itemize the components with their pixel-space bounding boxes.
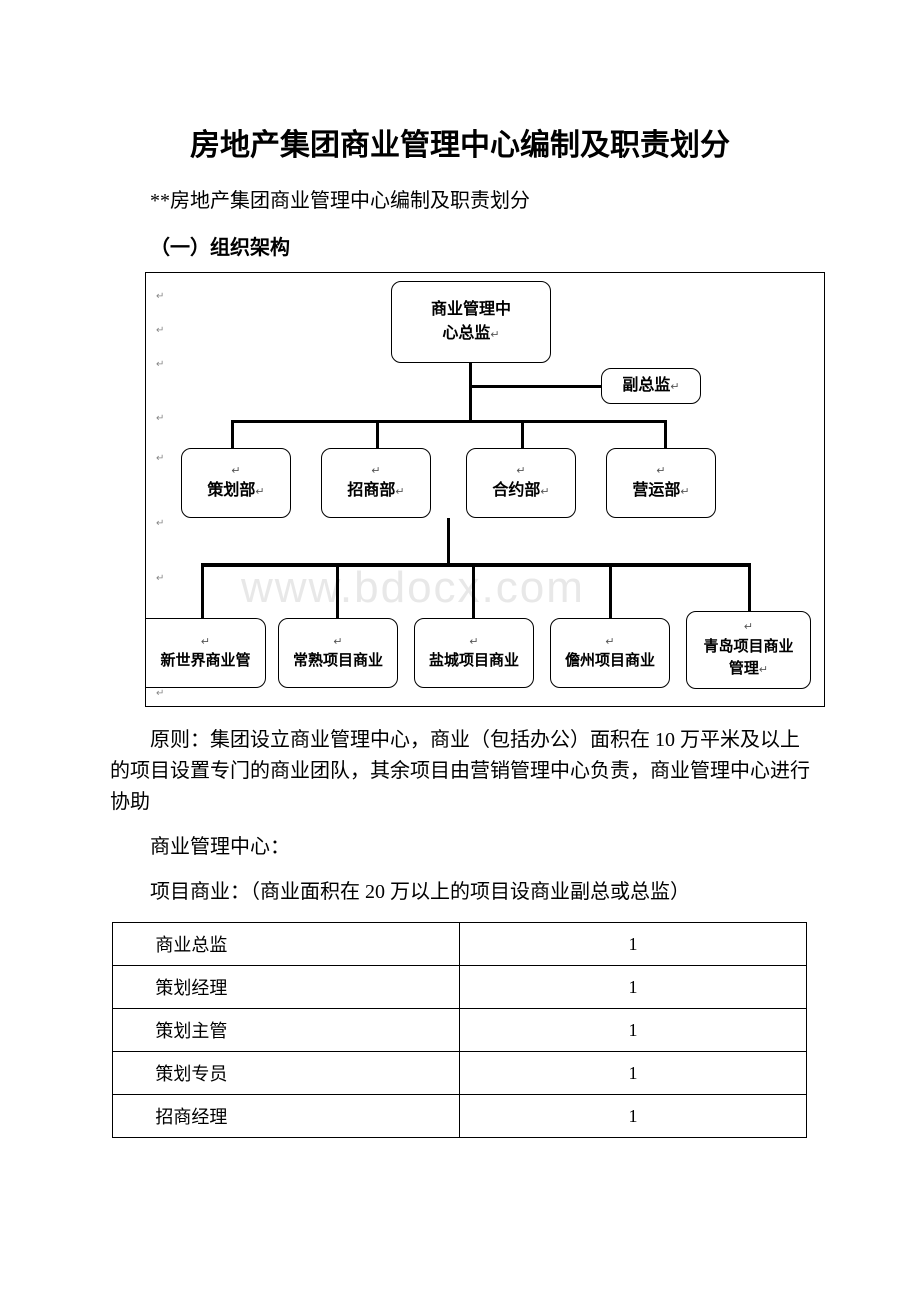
node-project-xinshijie: ↵ 新世界商业管 — [146, 618, 266, 688]
return-mark-icon: ↵ — [156, 291, 164, 302]
return-mark-icon: ↵ — [156, 325, 164, 336]
return-mark-icon: ↵ — [156, 453, 164, 464]
table-cell-count: 1 — [460, 1009, 807, 1052]
return-mark-icon: ↵ — [156, 518, 164, 529]
node-dept-operations: ↵ 营运部↵ — [606, 448, 716, 518]
node-label: 青岛项目商业 — [703, 638, 793, 655]
connector-line — [336, 563, 339, 618]
connector-line — [447, 518, 450, 563]
table-row: 策划主管 1 — [113, 1009, 807, 1052]
connector-line — [201, 563, 751, 567]
connector-line — [469, 393, 472, 422]
return-mark-icon: ↵ — [156, 573, 164, 584]
table-cell-count: 1 — [460, 1052, 807, 1095]
document-page: 房地产集团商业管理中心编制及职责划分 **房地产集团商业管理中心编制及职责划分 … — [0, 0, 920, 1198]
connector-line — [609, 563, 612, 618]
table-cell-role: 策划主管 — [113, 1009, 460, 1052]
node-director: 商业管理中 心总监↵ — [391, 281, 551, 363]
connector-line — [469, 363, 472, 393]
staff-table: 商业总监 1 策划经理 1 策划主管 1 策划专员 1 招商经理 1 — [112, 922, 807, 1138]
table-row: 策划专员 1 — [113, 1052, 807, 1095]
node-label: 合约部 — [492, 482, 540, 499]
connector-line — [521, 420, 524, 448]
node-project-changshu: ↵ 常熟项目商业 — [278, 618, 398, 688]
node-label: 副总监 — [622, 377, 670, 394]
return-mark-icon: ↵ — [156, 688, 164, 699]
table-cell-count: 1 — [460, 1095, 807, 1138]
page-title: 房地产集团商业管理中心编制及职责划分 — [110, 120, 810, 164]
section-heading: （一）组织架构 — [110, 231, 810, 260]
connector-line — [231, 420, 234, 448]
node-label: 商业管理中 — [431, 301, 511, 318]
return-mark-icon: ↵ — [156, 413, 164, 424]
node-label: 儋州项目商业 — [565, 652, 655, 669]
paragraph-project: 项目商业：（商业面积在 20 万以上的项目设商业副总或总监） — [110, 877, 810, 908]
table-row: 商业总监 1 — [113, 923, 807, 966]
table-cell-count: 1 — [460, 923, 807, 966]
node-project-danzhou: ↵ 儋州项目商业 — [550, 618, 670, 688]
org-chart: ↵ ↵ ↵ ↵ ↵ ↵ ↵ ↵ ↵ ↵ www.bdocx.com 商业管理中 … — [145, 272, 825, 707]
table-row: 招商经理 1 — [113, 1095, 807, 1138]
node-label: 心总监 — [442, 325, 490, 342]
node-project-yancheng: ↵ 盐城项目商业 — [414, 618, 534, 688]
node-label: 营运部 — [632, 482, 680, 499]
node-dept-contract: ↵ 合约部↵ — [466, 448, 576, 518]
connector-line — [664, 420, 667, 448]
table-row: 策划经理 1 — [113, 966, 807, 1009]
table-cell-role: 策划经理 — [113, 966, 460, 1009]
subtitle-text: **房地产集团商业管理中心编制及职责划分 — [110, 184, 810, 213]
watermark-text: www.bdocx.com — [241, 563, 585, 613]
node-label: 盐城项目商业 — [429, 652, 519, 669]
return-mark-icon: ↵ — [156, 359, 164, 370]
node-dept-planning: ↵ 策划部↵ — [181, 448, 291, 518]
connector-line — [231, 420, 666, 423]
node-label: 招商部 — [347, 482, 395, 499]
node-deputy: 副总监↵ — [601, 368, 701, 404]
connector-line — [748, 563, 751, 613]
node-label: 管理 — [729, 660, 759, 677]
node-label: 策划部 — [207, 482, 255, 499]
node-label: 新世界商业管 — [160, 652, 250, 669]
connector-line — [376, 420, 379, 448]
node-dept-merchants: ↵ 招商部↵ — [321, 448, 431, 518]
table-cell-count: 1 — [460, 966, 807, 1009]
node-project-qingdao: ↵ 青岛项目商业 管理↵ — [686, 611, 811, 689]
paragraph-center: 商业管理中心： — [110, 832, 810, 863]
table-cell-role: 策划专员 — [113, 1052, 460, 1095]
connector-line — [201, 563, 204, 618]
node-label: 常熟项目商业 — [293, 652, 383, 669]
connector-line — [472, 385, 601, 388]
table-cell-role: 商业总监 — [113, 923, 460, 966]
connector-line — [472, 563, 475, 618]
table-cell-role: 招商经理 — [113, 1095, 460, 1138]
paragraph-principle: 原则：集团设立商业管理中心，商业（包括办公）面积在 10 万平米及以上的项目设置… — [110, 725, 810, 818]
